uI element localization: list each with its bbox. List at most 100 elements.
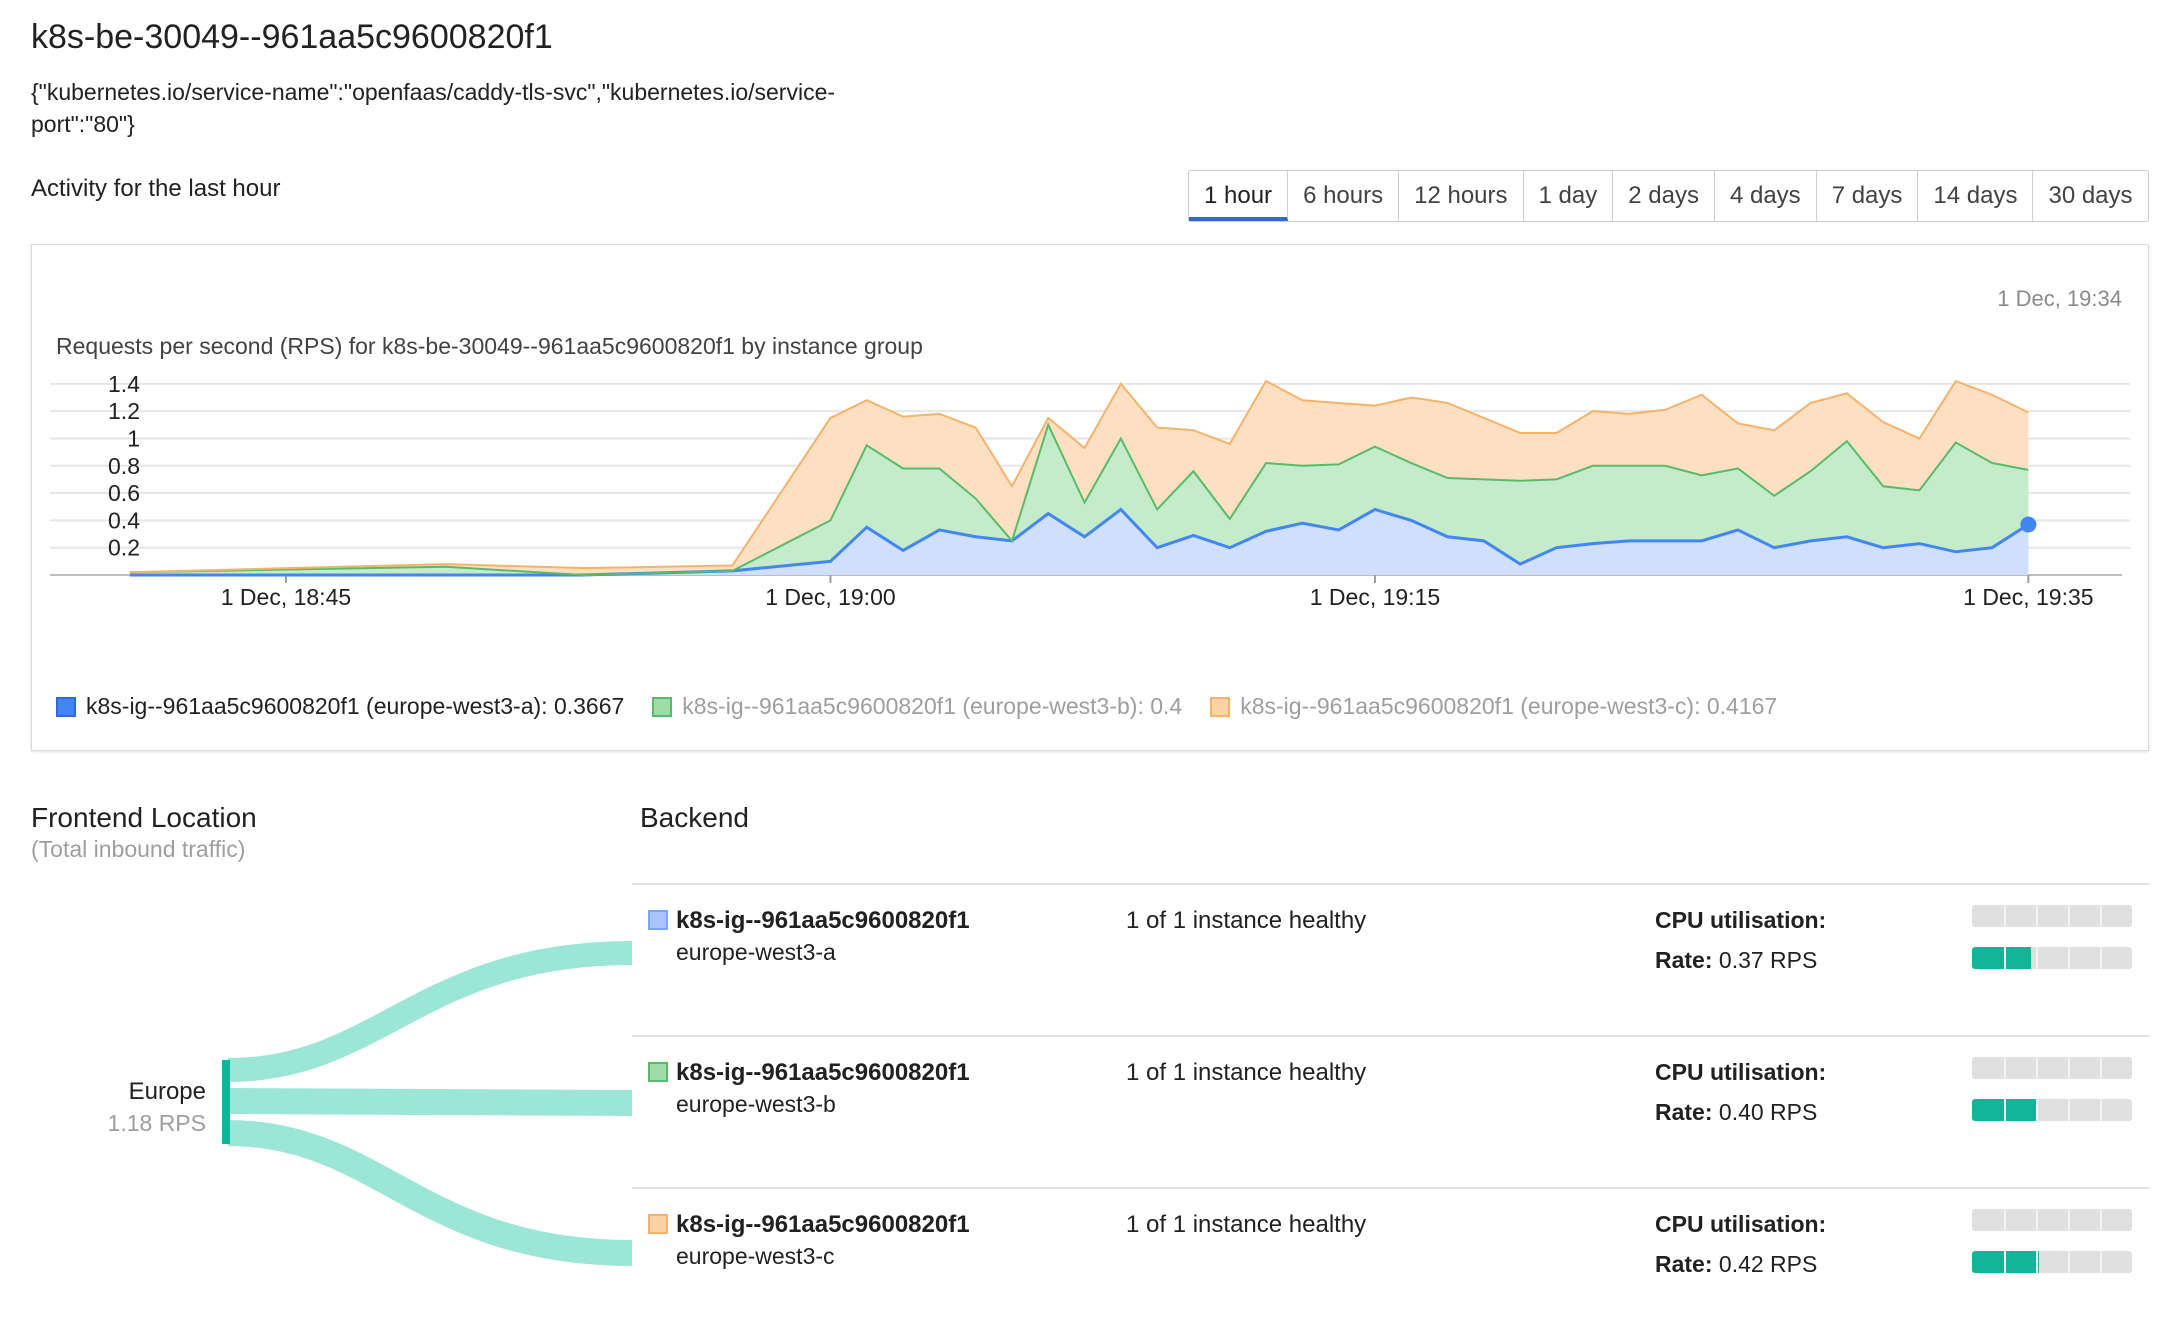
meter-divider xyxy=(2068,947,2070,969)
tab-30-days[interactable]: 30 days xyxy=(2048,182,2133,209)
legend-swatch-orange xyxy=(1210,696,1231,717)
rate-meter xyxy=(1972,1251,2132,1273)
y-tick-label: 0.6 xyxy=(108,480,140,506)
meter-divider xyxy=(2004,1057,2006,1079)
tab-14-days[interactable]: 14 days xyxy=(1918,171,2034,221)
backend-name[interactable]: k8s-ig--961aa5c9600820f1 xyxy=(676,1059,970,1086)
meter-divider xyxy=(2004,1099,2006,1121)
time-range-tabs: 1 hour 6 hours 12 hours 1 day 2 days 4 d… xyxy=(1188,170,2149,222)
tab-6-hours[interactable]: 6 hours xyxy=(1288,171,1400,221)
x-tick-label: 1 Dec, 18:45 xyxy=(221,584,351,610)
meter-divider xyxy=(2036,1099,2038,1121)
meter-divider xyxy=(2036,1251,2038,1273)
rate-value: 0.37 RPS xyxy=(1718,947,1818,973)
backend-zone: europe-west3-b xyxy=(676,1091,836,1117)
tab-7-days[interactable]: 7 days xyxy=(1817,171,1919,221)
cpu-meter xyxy=(1972,905,2132,927)
y-tick-label: 1.4 xyxy=(108,371,140,397)
legend-label-west3-c: k8s-ig--961aa5c9600820f1 (europe-west3-c… xyxy=(1240,693,1778,719)
rate-meter xyxy=(1972,947,2132,969)
backend-name[interactable]: k8s-ig--961aa5c9600820f1 xyxy=(676,907,970,934)
tab-1-hour[interactable]: 1 hour xyxy=(1189,171,1289,221)
tab-12-hours[interactable]: 12 hours xyxy=(1399,171,1524,221)
rate-text: Rate: 0.37 RPS xyxy=(1655,947,1817,974)
cpu-utilisation-label: CPU utilisation: xyxy=(1655,1059,1827,1085)
frontend-europe-bar xyxy=(222,1060,230,1144)
tab-2-days[interactable]: 2 days xyxy=(1613,171,1715,221)
frontend-location-rps: 1.18 RPS xyxy=(107,1110,206,1136)
meter-divider xyxy=(2004,905,2006,927)
meter-divider xyxy=(2068,905,2070,927)
meter-divider xyxy=(2036,1057,2038,1079)
y-tick-label: 0.4 xyxy=(108,507,140,533)
meter-divider xyxy=(2068,1209,2070,1231)
backend-health: 1 of 1 instance healthy xyxy=(1126,1059,1367,1086)
backend-name[interactable]: k8s-ig--961aa5c9600820f1 xyxy=(676,1211,970,1238)
meter-divider xyxy=(2004,1209,2006,1231)
backend-row: k8s-ig--961aa5c9600820f1 europe-west3-a … xyxy=(632,883,2149,1035)
flow-to-west3-a xyxy=(227,941,633,1082)
cpu-meter xyxy=(1972,1209,2132,1231)
chart-title: Requests per second (RPS) for k8s-be-300… xyxy=(56,333,923,359)
tab-1-day[interactable]: 1 day xyxy=(1524,171,1614,221)
meter-divider xyxy=(2036,905,2038,927)
current-value-marker xyxy=(2020,516,2037,533)
rps-chart-card: 1 Dec, 19:34 Requests per second (RPS) f… xyxy=(31,244,2149,751)
activity-label: Activity for the last hour xyxy=(31,175,281,202)
backend-title: Backend xyxy=(640,802,749,833)
chart-legend: k8s-ig--961aa5c9600820f1 (europe-west3-a… xyxy=(56,693,1777,720)
rate-text: Rate: 0.42 RPS xyxy=(1655,1251,1817,1278)
chart-timestamp: 1 Dec, 19:34 xyxy=(1997,286,2122,311)
backend-row: k8s-ig--961aa5c9600820f1 europe-west3-b … xyxy=(632,1035,2149,1187)
backend-health: 1 of 1 instance healthy xyxy=(1126,907,1367,934)
legend-item-west3-c[interactable]: k8s-ig--961aa5c9600820f1 (europe-west3-c… xyxy=(1210,693,1777,720)
meter-divider xyxy=(2036,947,2038,969)
meter-divider xyxy=(2100,1057,2102,1079)
x-tick-label: 1 Dec, 19:00 xyxy=(765,584,895,610)
rate-label: Rate: xyxy=(1655,947,1713,973)
meter-divider xyxy=(2068,1057,2070,1079)
backend-color-swatch xyxy=(648,1062,668,1082)
meter-divider xyxy=(2100,1209,2102,1231)
meter-divider xyxy=(2100,947,2102,969)
flow-to-west3-b xyxy=(227,1088,633,1116)
service-labels: {"kubernetes.io/service-name":"openfaas/… xyxy=(31,79,836,137)
x-tick-label: 1 Dec, 19:15 xyxy=(1310,584,1440,610)
area-west3-b xyxy=(129,424,2029,575)
backend-color-swatch xyxy=(648,910,668,930)
page-title: k8s-be-30049--961aa5c9600820f1 xyxy=(31,18,553,56)
legend-item-west3-b[interactable]: k8s-ig--961aa5c9600820f1 (europe-west3-b… xyxy=(652,693,1182,720)
backend-color-swatch xyxy=(648,1214,668,1234)
backend-zone: europe-west3-a xyxy=(676,939,836,965)
rate-label: Rate: xyxy=(1655,1099,1713,1125)
backend-zone: europe-west3-c xyxy=(676,1243,835,1269)
legend-swatch-blue xyxy=(56,696,76,717)
y-tick-label: 0.8 xyxy=(108,453,140,479)
meter-divider xyxy=(2036,1209,2038,1231)
y-tick-label: 1 xyxy=(127,425,140,451)
traffic-flow-diagram xyxy=(222,941,633,1266)
area-west3-a xyxy=(129,509,2029,575)
tab-4-days[interactable]: 4 days xyxy=(1715,171,1817,221)
legend-item-west3-a[interactable]: k8s-ig--961aa5c9600820f1 (europe-west3-a… xyxy=(56,693,624,720)
cpu-utilisation-label: CPU utilisation: xyxy=(1655,907,1827,933)
backend-table: k8s-ig--961aa5c9600820f1 europe-west3-a … xyxy=(632,883,2149,1339)
meter-divider xyxy=(2100,905,2102,927)
cpu-meter xyxy=(1972,1057,2132,1079)
legend-swatch-green xyxy=(652,696,673,717)
line-west3-a xyxy=(129,507,2030,577)
x-tick-label: 1 Dec, 19:35 xyxy=(1963,584,2093,610)
backend-row: k8s-ig--961aa5c9600820f1 europe-west3-c … xyxy=(632,1187,2149,1339)
rate-text: Rate: 0.40 RPS xyxy=(1655,1099,1817,1126)
rate-meter xyxy=(1972,1099,2132,1121)
rps-area-chart[interactable]: 0.20.40.60.811.21.4 1 Dec, 18:45 1 Dec, 19… xyxy=(32,245,2148,685)
legend-label-west3-a: k8s-ig--961aa5c9600820f1 (europe-west3-a… xyxy=(86,693,625,719)
cpu-utilisation-label: CPU utilisation: xyxy=(1655,1211,1827,1237)
meter-divider xyxy=(2068,1099,2070,1121)
meter-divider xyxy=(2100,1099,2102,1121)
frontend-location-subtitle: (Total inbound traffic) xyxy=(31,836,246,862)
frontend-location-name: Europe xyxy=(128,1078,206,1105)
rate-value: 0.40 RPS xyxy=(1718,1099,1818,1125)
meter-divider xyxy=(2068,1251,2070,1273)
line-west3-c xyxy=(129,379,2029,574)
